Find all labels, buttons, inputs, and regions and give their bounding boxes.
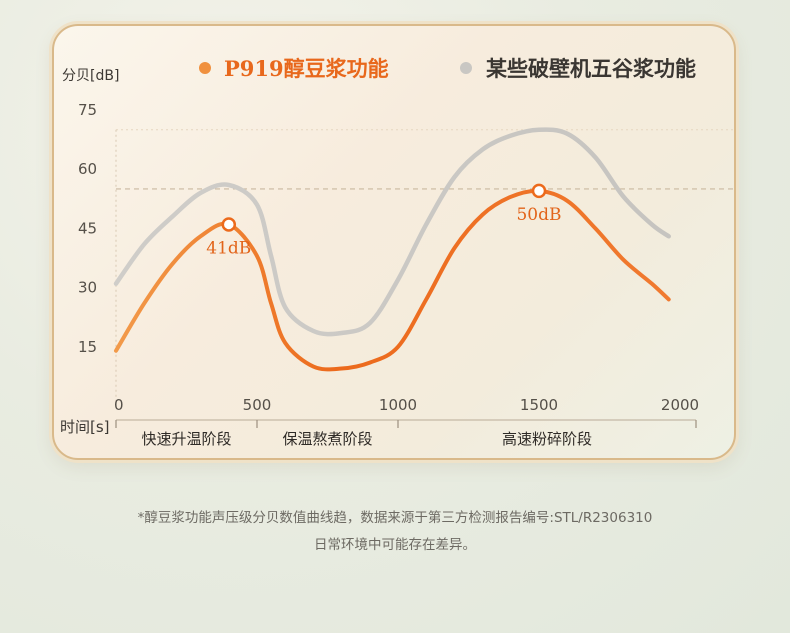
annotation-marker [531,183,547,199]
y-tick-label: 75 [78,101,97,119]
y-axis-label: 分贝[dB] [62,68,119,84]
y-tick-label: 30 [78,279,97,297]
x-tick-label: 1500 [520,396,558,414]
x-axis-label: 时间[s] [60,418,110,436]
annotation-label: 41dB [206,238,251,258]
chart-card [52,24,736,460]
x-tick-label: 500 [243,396,272,414]
legend-orange-label: P919醇豆浆功能 [224,56,389,81]
y-tick-label: 15 [78,338,97,356]
series-line-other [113,127,671,337]
x-tick-label: 2000 [661,396,699,414]
series-line-p919 [114,188,671,372]
phase-label: 高速粉碎阶段 [502,430,592,448]
legend-grey-label: 某些破壁机五谷浆功能 [486,56,696,81]
annotation-marker [221,217,237,232]
y-tick-label: 45 [78,219,97,237]
phase-label: 快速升温阶段 [141,430,231,448]
y-tick-label: 60 [78,160,97,178]
legend-grey-dot [460,62,472,74]
footnote-line-1: *醇豆浆功能声压级分贝数值曲线趋，数据来源于第三方检测报告编号:STL/R230… [137,510,653,526]
footnote-line-2: 日常环境中可能存在差异。 [314,537,476,553]
legend-orange-dot [199,62,211,74]
x-tick-label: 0 [114,396,124,414]
noise-line-chart: P919醇豆浆功能 某些破壁机五谷浆功能 分贝[dB] 15 30 45 60 75 0 5… [60,56,735,448]
x-tick-label: 1000 [379,396,417,414]
phase-label: 保温熬煮阶段 [282,430,372,448]
annotation-label: 50dB [516,205,561,225]
